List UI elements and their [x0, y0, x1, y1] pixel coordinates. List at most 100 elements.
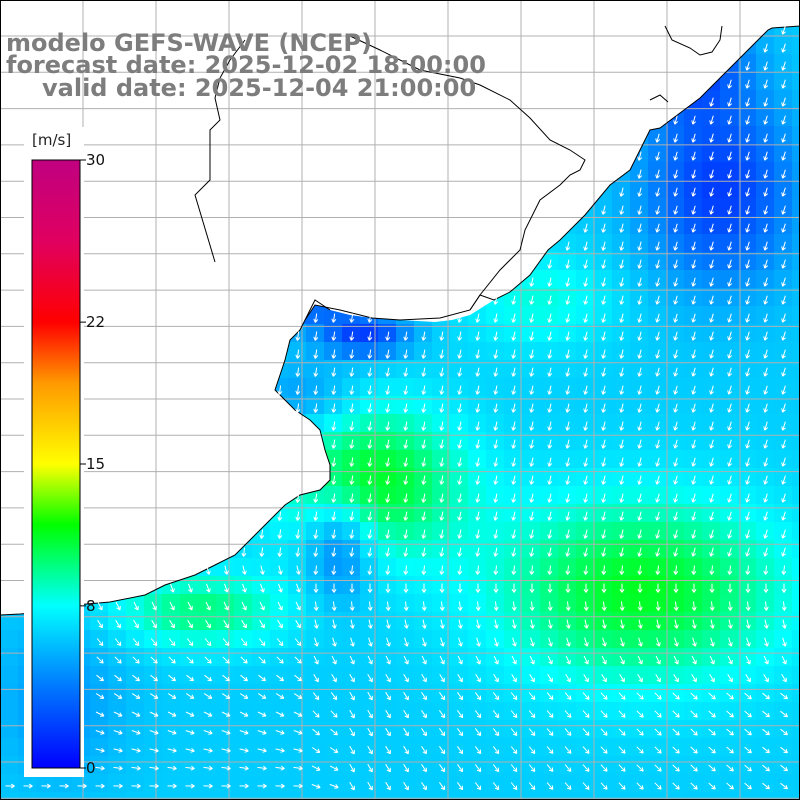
speed-cell — [648, 558, 667, 577]
speed-cell — [144, 630, 163, 649]
wind-arrow — [763, 547, 769, 557]
wind-arrow — [421, 529, 427, 539]
wind-arrow — [403, 511, 409, 521]
wind-arrow — [511, 673, 517, 683]
wind-arrow — [655, 259, 661, 269]
speed-cell — [360, 738, 379, 757]
speed-cell — [162, 612, 181, 631]
wind-arrow — [673, 151, 679, 161]
speed-cell — [180, 702, 199, 721]
speed-cell — [234, 702, 253, 721]
speed-cell — [774, 684, 793, 703]
wind-arrow — [745, 655, 751, 665]
wind-arrow — [205, 601, 211, 611]
wind-arrow — [529, 637, 535, 647]
wind-arrow — [546, 746, 554, 754]
wind-arrow — [150, 674, 158, 682]
speed-cell — [666, 684, 685, 703]
speed-cell — [270, 756, 289, 775]
speed-cell — [630, 756, 649, 775]
speed-cell — [594, 756, 613, 775]
speed-cell — [252, 594, 271, 613]
speed-cell — [576, 756, 595, 775]
speed-cell — [396, 396, 415, 415]
speed-cell — [702, 396, 721, 415]
speed-cell — [432, 720, 451, 739]
speed-cell — [522, 720, 541, 739]
wind-arrow — [439, 673, 445, 683]
wind-arrow — [547, 403, 553, 413]
speed-cell — [558, 342, 577, 361]
speed-cell — [738, 288, 757, 307]
wind-arrow — [636, 764, 644, 772]
speed-cell — [720, 72, 739, 91]
wind-arrow — [583, 331, 589, 341]
speed-cell — [630, 396, 649, 415]
wind-arrow — [619, 385, 625, 395]
speed-cell — [576, 270, 595, 289]
speed-cell — [252, 702, 271, 721]
speed-cell — [468, 468, 487, 487]
wind-arrow — [367, 421, 373, 431]
speed-cell — [702, 774, 721, 793]
wind-arrow — [600, 764, 608, 772]
speed-cell — [792, 324, 800, 343]
wind-arrow — [242, 583, 247, 593]
speed-cell — [540, 666, 559, 685]
speed-cell — [720, 702, 739, 721]
speed-cell — [522, 288, 541, 307]
speed-cell — [126, 720, 145, 739]
wind-arrow — [565, 259, 571, 269]
speed-cell — [522, 306, 541, 325]
speed-cell — [360, 720, 379, 739]
speed-cell — [594, 234, 613, 253]
wind-arrow — [745, 259, 751, 269]
wind-arrow — [709, 457, 714, 467]
speed-cell — [486, 360, 505, 379]
wind-arrow — [709, 349, 714, 359]
wind-arrow — [583, 637, 589, 647]
speed-cell — [612, 720, 631, 739]
speed-cell — [756, 720, 775, 739]
wind-arrow — [727, 133, 733, 143]
wind-arrow — [745, 385, 751, 395]
speed-cell — [684, 396, 703, 415]
wind-arrow — [672, 746, 680, 754]
wind-arrow — [619, 403, 625, 413]
wind-arrow — [385, 709, 391, 719]
wind-arrow — [601, 565, 607, 575]
wind-arrow — [403, 547, 409, 557]
speed-cell — [414, 450, 433, 469]
speed-cell — [630, 432, 649, 451]
wind-arrow — [331, 511, 337, 521]
wind-arrow — [239, 693, 249, 699]
speed-cell — [468, 702, 487, 721]
wind-arrow — [439, 421, 445, 431]
wind-arrow — [475, 493, 481, 503]
speed-cell — [216, 684, 235, 703]
speed-cell — [756, 72, 775, 91]
speed-cell — [756, 342, 775, 361]
wind-arrow — [349, 781, 355, 791]
wind-arrow — [547, 349, 553, 359]
wind-arrow — [601, 241, 607, 251]
wind-arrow — [277, 529, 283, 539]
speed-cell — [738, 414, 757, 433]
wind-arrow — [222, 656, 230, 664]
wind-arrow — [313, 673, 319, 683]
wind-arrow — [565, 349, 571, 359]
wind-arrow — [691, 655, 697, 665]
speed-cell — [126, 756, 145, 775]
speed-cell — [792, 558, 800, 577]
speed-cell — [738, 144, 757, 163]
wind-arrow — [691, 673, 697, 683]
speed-cell — [702, 360, 721, 379]
wind-arrow — [474, 692, 482, 701]
speed-cell — [576, 432, 595, 451]
wind-arrow — [762, 710, 770, 718]
colorbar-tick-label: 0 — [86, 759, 96, 777]
speed-cell — [774, 666, 793, 685]
wind-arrow — [313, 313, 319, 323]
speed-cell — [288, 594, 307, 613]
speed-cell — [288, 612, 307, 631]
